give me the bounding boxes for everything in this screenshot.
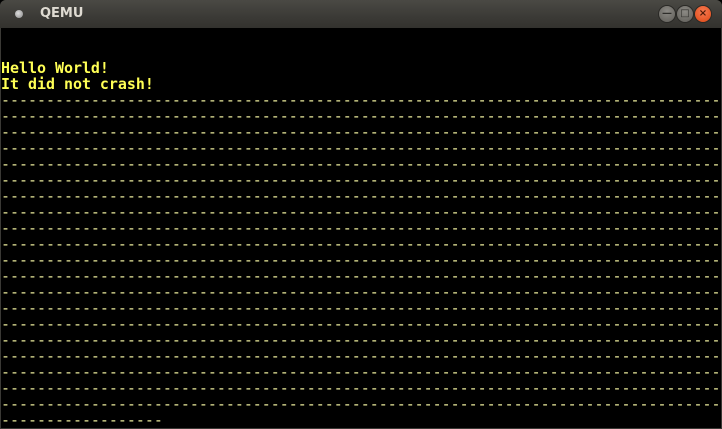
window-title: QEMU [40, 6, 84, 21]
console-dash-line: ----------------------------------------… [1, 331, 721, 349]
console-dash-line: ------------------ [1, 411, 163, 429]
console-dash-line: ----------------------------------------… [1, 171, 721, 189]
maximize-button[interactable]: □ [677, 6, 693, 22]
app-menu-icon[interactable] [15, 10, 23, 18]
console-dash-line: ----------------------------------------… [1, 347, 721, 365]
console-dash-line: ----------------------------------------… [1, 187, 721, 205]
vga-console-screen[interactable]: Hello World! It did not crash! ---------… [1, 28, 721, 428]
console-line: Hello World! [1, 59, 109, 77]
console-dash-line: ----------------------------------------… [1, 123, 721, 141]
console-dash-line: ----------------------------------------… [1, 91, 721, 109]
console-dash-line: ----------------------------------------… [1, 315, 721, 333]
console-dash-line: ----------------------------------------… [1, 363, 721, 381]
console-line: It did not crash! [1, 75, 154, 93]
minimize-button[interactable]: — [659, 6, 675, 22]
console-dash-line: ----------------------------------------… [1, 203, 721, 221]
console-dash-line: ----------------------------------------… [1, 379, 721, 397]
console-dash-line: ----------------------------------------… [1, 107, 721, 125]
console-dash-line: ----------------------------------------… [1, 235, 721, 253]
console-dash-line: ----------------------------------------… [1, 219, 721, 237]
console-dash-line: ----------------------------------------… [1, 155, 721, 173]
console-dash-line: ----------------------------------------… [1, 251, 721, 269]
close-button[interactable]: × [695, 6, 711, 22]
console-dash-line: ----------------------------------------… [1, 267, 721, 285]
title-bar[interactable]: QEMU — □ × [0, 0, 722, 28]
console-dash-line: ----------------------------------------… [1, 395, 721, 413]
console-dash-line: ----------------------------------------… [1, 139, 721, 157]
console-dash-line: ----------------------------------------… [1, 299, 721, 317]
console-dash-line: ----------------------------------------… [1, 283, 721, 301]
